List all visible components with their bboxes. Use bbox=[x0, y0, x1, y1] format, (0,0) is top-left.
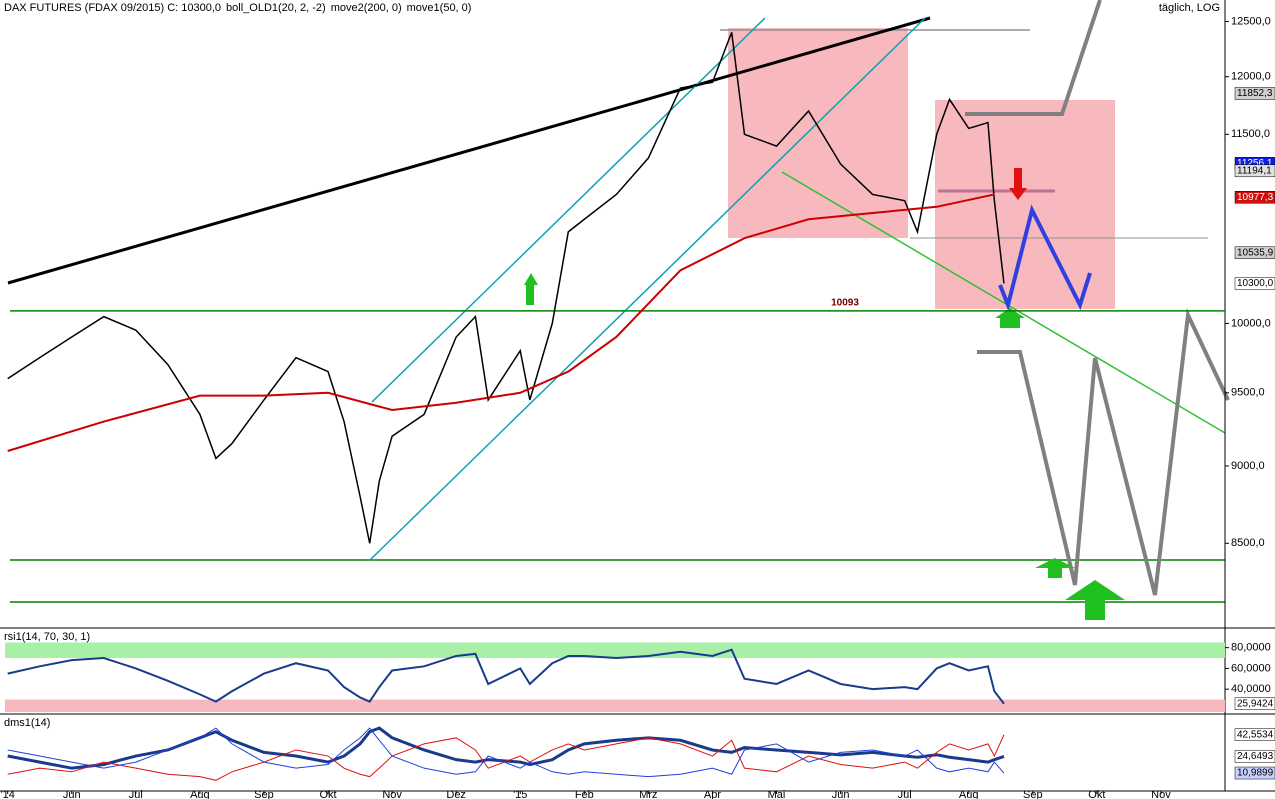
price-tag bbox=[1234, 728, 1275, 741]
x-tick-label: Sep bbox=[1023, 789, 1043, 799]
price-tag-label: 11852,3 bbox=[1237, 88, 1273, 99]
zone bbox=[935, 100, 1115, 309]
panel-title: dms1(14) bbox=[4, 717, 50, 729]
price-tag bbox=[1234, 697, 1275, 711]
x-tick-label: Aug bbox=[959, 789, 979, 799]
series-line bbox=[7, 734, 1005, 781]
projection bbox=[977, 307, 1230, 596]
y-tick-label: 9500,0 bbox=[1231, 387, 1265, 399]
x-tick-label: Okt bbox=[1088, 789, 1105, 799]
series-line bbox=[7, 726, 1005, 770]
price-tag bbox=[1234, 766, 1275, 780]
series-line bbox=[7, 648, 1005, 705]
arrow-up bbox=[1065, 580, 1125, 620]
y-tick-label: 80,0000 bbox=[1231, 642, 1271, 654]
arrow-up bbox=[524, 273, 538, 305]
period-label: täglich, LOG bbox=[1159, 2, 1220, 14]
y-tick-label: 11500,0 bbox=[1231, 128, 1270, 140]
x-tick-label: Mai bbox=[768, 789, 786, 799]
series-line bbox=[7, 727, 1005, 778]
price-tag-label: 11194,1 bbox=[1237, 165, 1272, 176]
chart-title: DAX FUTURES (FDAX 09/2015) C: 10300,0 bbox=[4, 2, 221, 14]
x-tick-label: Dez bbox=[446, 789, 466, 799]
x-tick-label: '14 bbox=[1, 789, 15, 799]
price-tag bbox=[1234, 87, 1275, 100]
channel-line bbox=[369, 17, 926, 561]
chart-title: boll_OLD1(20, 2, -2) bbox=[226, 2, 326, 14]
price-tag-label: 10300,0 bbox=[1237, 278, 1274, 289]
price-tag-label: 25,9424 bbox=[1237, 698, 1274, 709]
y-tick-label: 40,0000 bbox=[1231, 683, 1271, 695]
y-tick-label: 12500,0 bbox=[1231, 15, 1271, 27]
chart-title: move1(50, 0) bbox=[407, 2, 472, 14]
series-line bbox=[7, 32, 1005, 544]
price-tag-label: 24,6493 bbox=[1237, 751, 1274, 762]
projection bbox=[998, 204, 1092, 312]
price-tag-label: 10535,9 bbox=[1237, 247, 1274, 258]
y-tick-label: 12000,0 bbox=[1231, 71, 1271, 83]
price-tag bbox=[1234, 246, 1275, 260]
y-tick-label: 10000,0 bbox=[1231, 317, 1271, 329]
level-label: 10093 bbox=[831, 298, 859, 309]
band bbox=[5, 699, 1225, 712]
x-tick-label: Jul bbox=[898, 789, 912, 799]
x-tick-label: Nov bbox=[1151, 789, 1171, 799]
band bbox=[5, 642, 1225, 659]
price-tag-label: 10977,3 bbox=[1237, 192, 1274, 203]
zone bbox=[728, 28, 908, 238]
x-tick-label: Okt bbox=[319, 789, 336, 799]
series-line bbox=[7, 193, 995, 452]
panel-title: rsi1(14, 70, 30, 1) bbox=[4, 631, 90, 643]
chart-title: move2(200, 0) bbox=[331, 2, 402, 14]
price-tag bbox=[1234, 750, 1275, 763]
trend-line bbox=[7, 16, 931, 285]
x-tick-label: Apr bbox=[704, 789, 721, 799]
y-tick-label: 9000,0 bbox=[1231, 460, 1265, 472]
x-tick-label: Feb bbox=[575, 789, 594, 799]
x-tick-label: Aug bbox=[190, 789, 210, 799]
x-tick-label: Jun bbox=[63, 789, 81, 799]
x-tick-label: Jun bbox=[832, 789, 850, 799]
arrow-down bbox=[1009, 168, 1027, 200]
y-tick-label: 8500,0 bbox=[1231, 537, 1265, 549]
arrow-up bbox=[995, 308, 1025, 328]
price-tag bbox=[1234, 190, 1275, 204]
price-tag-label: 42,5534 bbox=[1237, 729, 1274, 740]
price-tag-label: 11256,1 bbox=[1237, 158, 1273, 169]
projection bbox=[965, 0, 1102, 116]
price-tag bbox=[1234, 277, 1275, 290]
x-tick-label: Jul bbox=[129, 789, 143, 799]
channel-line bbox=[371, 17, 766, 403]
arrow-up bbox=[1035, 558, 1075, 578]
price-tag-label: 10,9899 bbox=[1237, 768, 1274, 779]
price-tag bbox=[1234, 164, 1275, 178]
x-tick-label: Mrz bbox=[639, 789, 657, 799]
x-tick-label: Sep bbox=[254, 789, 274, 799]
x-tick-label: Nov bbox=[382, 789, 402, 799]
x-tick-label: '15 bbox=[513, 789, 527, 799]
y-tick-label: 60,0000 bbox=[1231, 662, 1271, 674]
